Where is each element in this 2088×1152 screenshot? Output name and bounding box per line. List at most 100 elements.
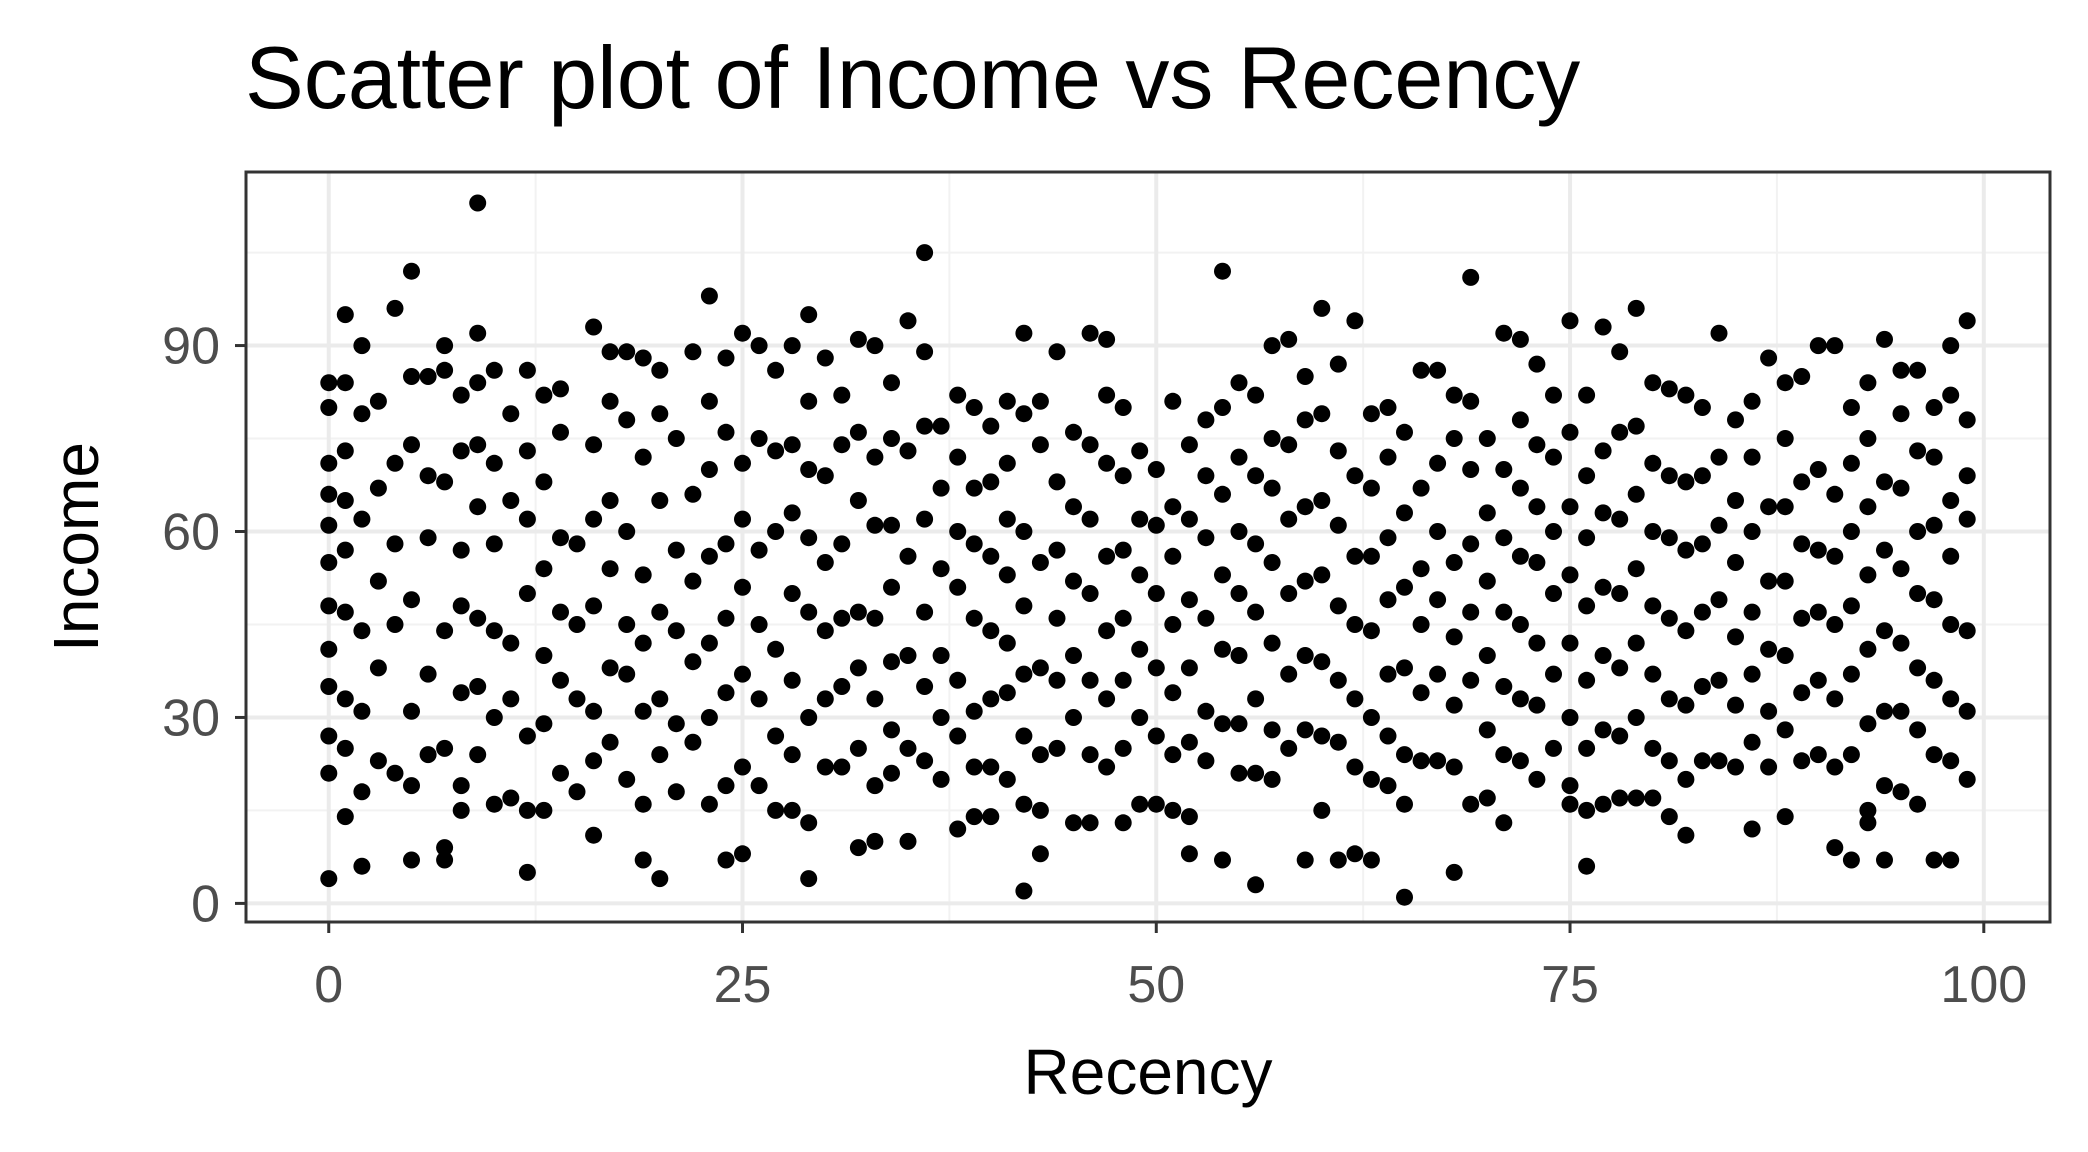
- data-point: [1495, 461, 1513, 478]
- data-point: [1909, 795, 1927, 813]
- data-point: [1065, 709, 1082, 726]
- data-point: [1495, 678, 1513, 695]
- data-point: [734, 578, 751, 596]
- data-point: [601, 733, 619, 751]
- data-point: [336, 808, 354, 826]
- data-point: [866, 832, 884, 850]
- data-point: [1164, 392, 1182, 410]
- data-point: [1859, 814, 1877, 832]
- data-point: [1660, 752, 1678, 770]
- data-point: [1445, 554, 1463, 571]
- data-point: [1396, 423, 1413, 441]
- data-point: [717, 777, 735, 795]
- data-point: [436, 473, 454, 491]
- data-point: [1280, 665, 1298, 683]
- data-point: [1561, 423, 1579, 441]
- data-point: [1346, 616, 1364, 633]
- data-point: [485, 361, 503, 379]
- data-point: [1561, 795, 1579, 813]
- data-point: [1511, 479, 1529, 497]
- data-point: [1164, 498, 1182, 516]
- data-point: [982, 547, 1000, 565]
- data-point: [800, 603, 818, 621]
- data-point: [1263, 634, 1281, 652]
- data-point: [783, 436, 801, 454]
- data-point: [1578, 857, 1596, 875]
- data-point: [1263, 337, 1281, 355]
- data-point: [1313, 405, 1331, 423]
- data-point: [502, 634, 520, 652]
- data-point: [535, 386, 553, 404]
- x-tick-label: 75: [1541, 956, 1599, 1014]
- data-point: [1677, 541, 1695, 559]
- data-point: [1478, 430, 1496, 447]
- y-tick-label: 30: [162, 689, 220, 747]
- data-point: [1462, 392, 1480, 410]
- data-point: [452, 597, 470, 615]
- data-point: [353, 510, 371, 528]
- data-point: [1445, 758, 1463, 776]
- data-point: [436, 622, 454, 640]
- data-point: [1826, 547, 1844, 565]
- data-point: [469, 609, 487, 627]
- data-point: [1031, 392, 1049, 410]
- data-point: [916, 417, 934, 435]
- data-point: [1048, 473, 1066, 491]
- data-point: [734, 510, 751, 528]
- data-point: [1660, 609, 1678, 627]
- data-point: [1164, 801, 1182, 819]
- data-point: [816, 758, 834, 776]
- data-point: [552, 603, 569, 621]
- data-point: [1842, 851, 1860, 869]
- data-point: [1015, 324, 1033, 342]
- data-point: [1180, 591, 1198, 609]
- data-point: [1876, 622, 1893, 640]
- data-points: [320, 194, 1976, 906]
- data-point: [452, 777, 470, 795]
- data-point: [849, 739, 867, 757]
- data-point: [1114, 399, 1132, 416]
- data-point: [1942, 386, 1960, 404]
- data-point: [1561, 777, 1579, 795]
- data-point: [469, 746, 487, 764]
- data-point: [1114, 467, 1132, 485]
- data-point: [1660, 380, 1678, 398]
- data-point: [717, 609, 735, 627]
- data-point: [1445, 696, 1463, 714]
- data-point: [1478, 647, 1496, 664]
- x-tick-label: 0: [314, 956, 343, 1014]
- data-point: [1313, 801, 1331, 819]
- data-point: [336, 541, 354, 559]
- data-point: [1429, 752, 1447, 770]
- data-point: [1263, 554, 1281, 571]
- data-point: [1876, 330, 1893, 348]
- data-point: [883, 430, 900, 447]
- data-point: [1942, 337, 1960, 355]
- data-point: [1776, 572, 1794, 590]
- data-point: [750, 430, 768, 447]
- data-point: [1362, 547, 1380, 565]
- data-point: [998, 392, 1016, 410]
- data-point: [320, 399, 338, 416]
- data-point: [883, 516, 900, 534]
- data-point: [1379, 665, 1397, 683]
- data-point: [965, 535, 983, 553]
- data-point: [1842, 665, 1860, 683]
- data-point: [1462, 535, 1480, 553]
- data-point: [485, 709, 503, 726]
- data-point: [750, 690, 768, 708]
- x-tick-label: 50: [1127, 956, 1185, 1014]
- data-point: [1942, 616, 1960, 633]
- data-point: [1478, 504, 1496, 522]
- data-point: [1842, 454, 1860, 472]
- data-point: [1015, 597, 1033, 615]
- data-point: [502, 492, 520, 509]
- data-point: [1362, 851, 1380, 869]
- data-point: [849, 603, 867, 621]
- data-point: [1743, 523, 1761, 540]
- data-point: [783, 585, 801, 602]
- data-point: [1809, 337, 1827, 355]
- data-point: [386, 535, 404, 553]
- data-point: [1445, 430, 1463, 447]
- data-point: [518, 510, 536, 528]
